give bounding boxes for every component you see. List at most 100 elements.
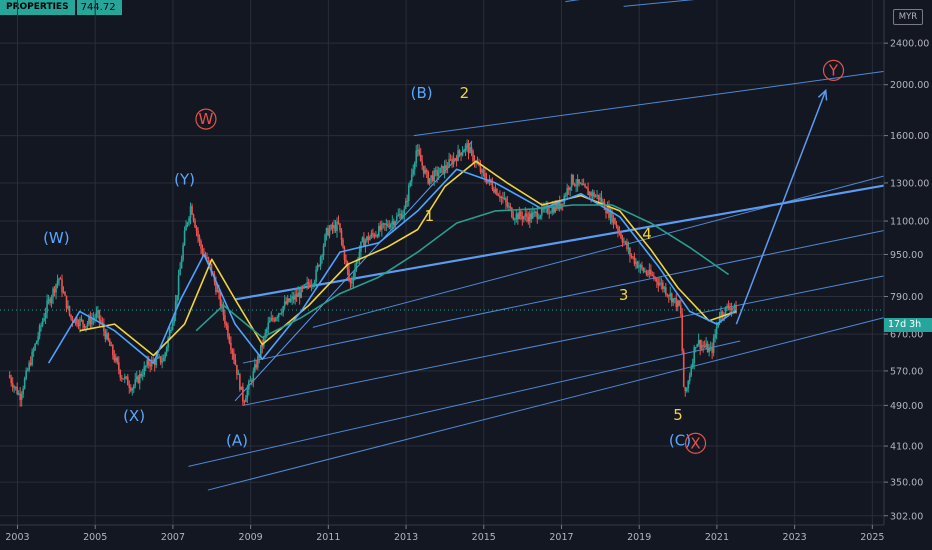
candle-body [400,213,403,219]
candle-body [733,305,736,309]
candle-body [186,222,189,226]
wave-label: X [690,434,700,452]
candle-body [470,146,473,151]
candle-body [430,175,432,179]
candle-body [529,213,531,222]
candle-body [191,206,193,215]
wave-label: (A) [226,432,248,450]
candle-body [327,228,329,236]
candle-body [279,313,282,315]
candle-body [261,344,264,347]
candle-body [702,345,704,347]
y-tick-label: 1300.00 [890,178,929,189]
candle-body [109,340,111,346]
candle-body [43,318,45,321]
candle-body [418,149,421,155]
candle-body [325,228,328,235]
candle-body [153,360,156,366]
candle-body [575,185,577,187]
y-tick-label: 570.00 [890,366,923,377]
currency-tag[interactable]: MYR [893,9,923,25]
candle-body [274,318,277,321]
candle-body [415,150,418,164]
candle-body [457,150,459,161]
candle-body [472,150,474,162]
candle-body [387,223,389,227]
candle-body [85,326,87,328]
candle-body [62,292,65,294]
candle-body [388,226,391,228]
candle-body [422,165,425,174]
moving-average-line [47,168,737,364]
candle-body [511,207,513,218]
candle-body [182,245,184,260]
candle-body [64,292,66,296]
candle-body [466,143,468,146]
x-tick-label: 2013 [394,532,418,543]
candle-body [103,324,105,332]
candle-body [152,359,154,361]
candle-body [188,217,190,223]
candle-body [56,280,59,285]
candle-body [312,284,314,286]
candle-body [337,221,340,224]
candle-body [527,216,530,222]
candle-body [116,357,119,363]
channel-lines [188,0,885,491]
candle-body [295,294,298,297]
moving-averages [0,160,884,364]
candle-body [343,247,346,260]
candle-body [398,213,401,215]
candle-body [173,315,175,323]
candle-body [50,297,53,304]
candle-body [351,280,353,284]
y-tick-label: 302.00 [890,511,923,522]
candle-body [600,197,603,203]
candle-body [210,263,213,274]
candle-body [534,211,537,213]
candle-body [493,189,495,193]
candle-body [372,233,374,235]
candle-body [693,347,695,363]
candle-body [76,318,78,325]
candle-body [70,314,72,319]
candle-body [112,345,114,356]
candle-body [357,260,359,262]
candle-body [521,216,524,220]
x-tick-label: 2023 [783,532,807,543]
candle-body [192,214,195,221]
y-tick-label: 1600.00 [890,131,929,142]
candle-body [700,345,703,349]
x-tick-label: 2007 [161,532,185,543]
grid-lines [0,0,884,525]
candle-body [14,386,17,388]
x-tick-label: 2021 [705,532,729,543]
candle-body [370,233,373,238]
y-tick-label: 790.00 [890,292,923,303]
candle-body [206,257,208,259]
wave-label: 4 [642,225,652,243]
candle-body [497,194,500,196]
candle-body [629,247,631,256]
candle-body [128,385,131,388]
candle-body [605,210,607,214]
candle-body [110,345,113,347]
candle-body [179,268,181,276]
candle-body [670,293,673,303]
candle-body [690,367,693,376]
candle-body [479,165,482,173]
candle-body [134,379,137,386]
candle-body [687,380,690,389]
candle-body [614,218,616,225]
candle-body [336,221,338,232]
candle-body [644,271,646,273]
candle-body [410,174,413,182]
candle-body [167,337,169,348]
candle-body [189,206,192,218]
candle-body [721,311,724,316]
candle-body [32,349,35,352]
candle-body [80,319,83,321]
candle-body [95,312,98,318]
candle-body [503,198,506,200]
